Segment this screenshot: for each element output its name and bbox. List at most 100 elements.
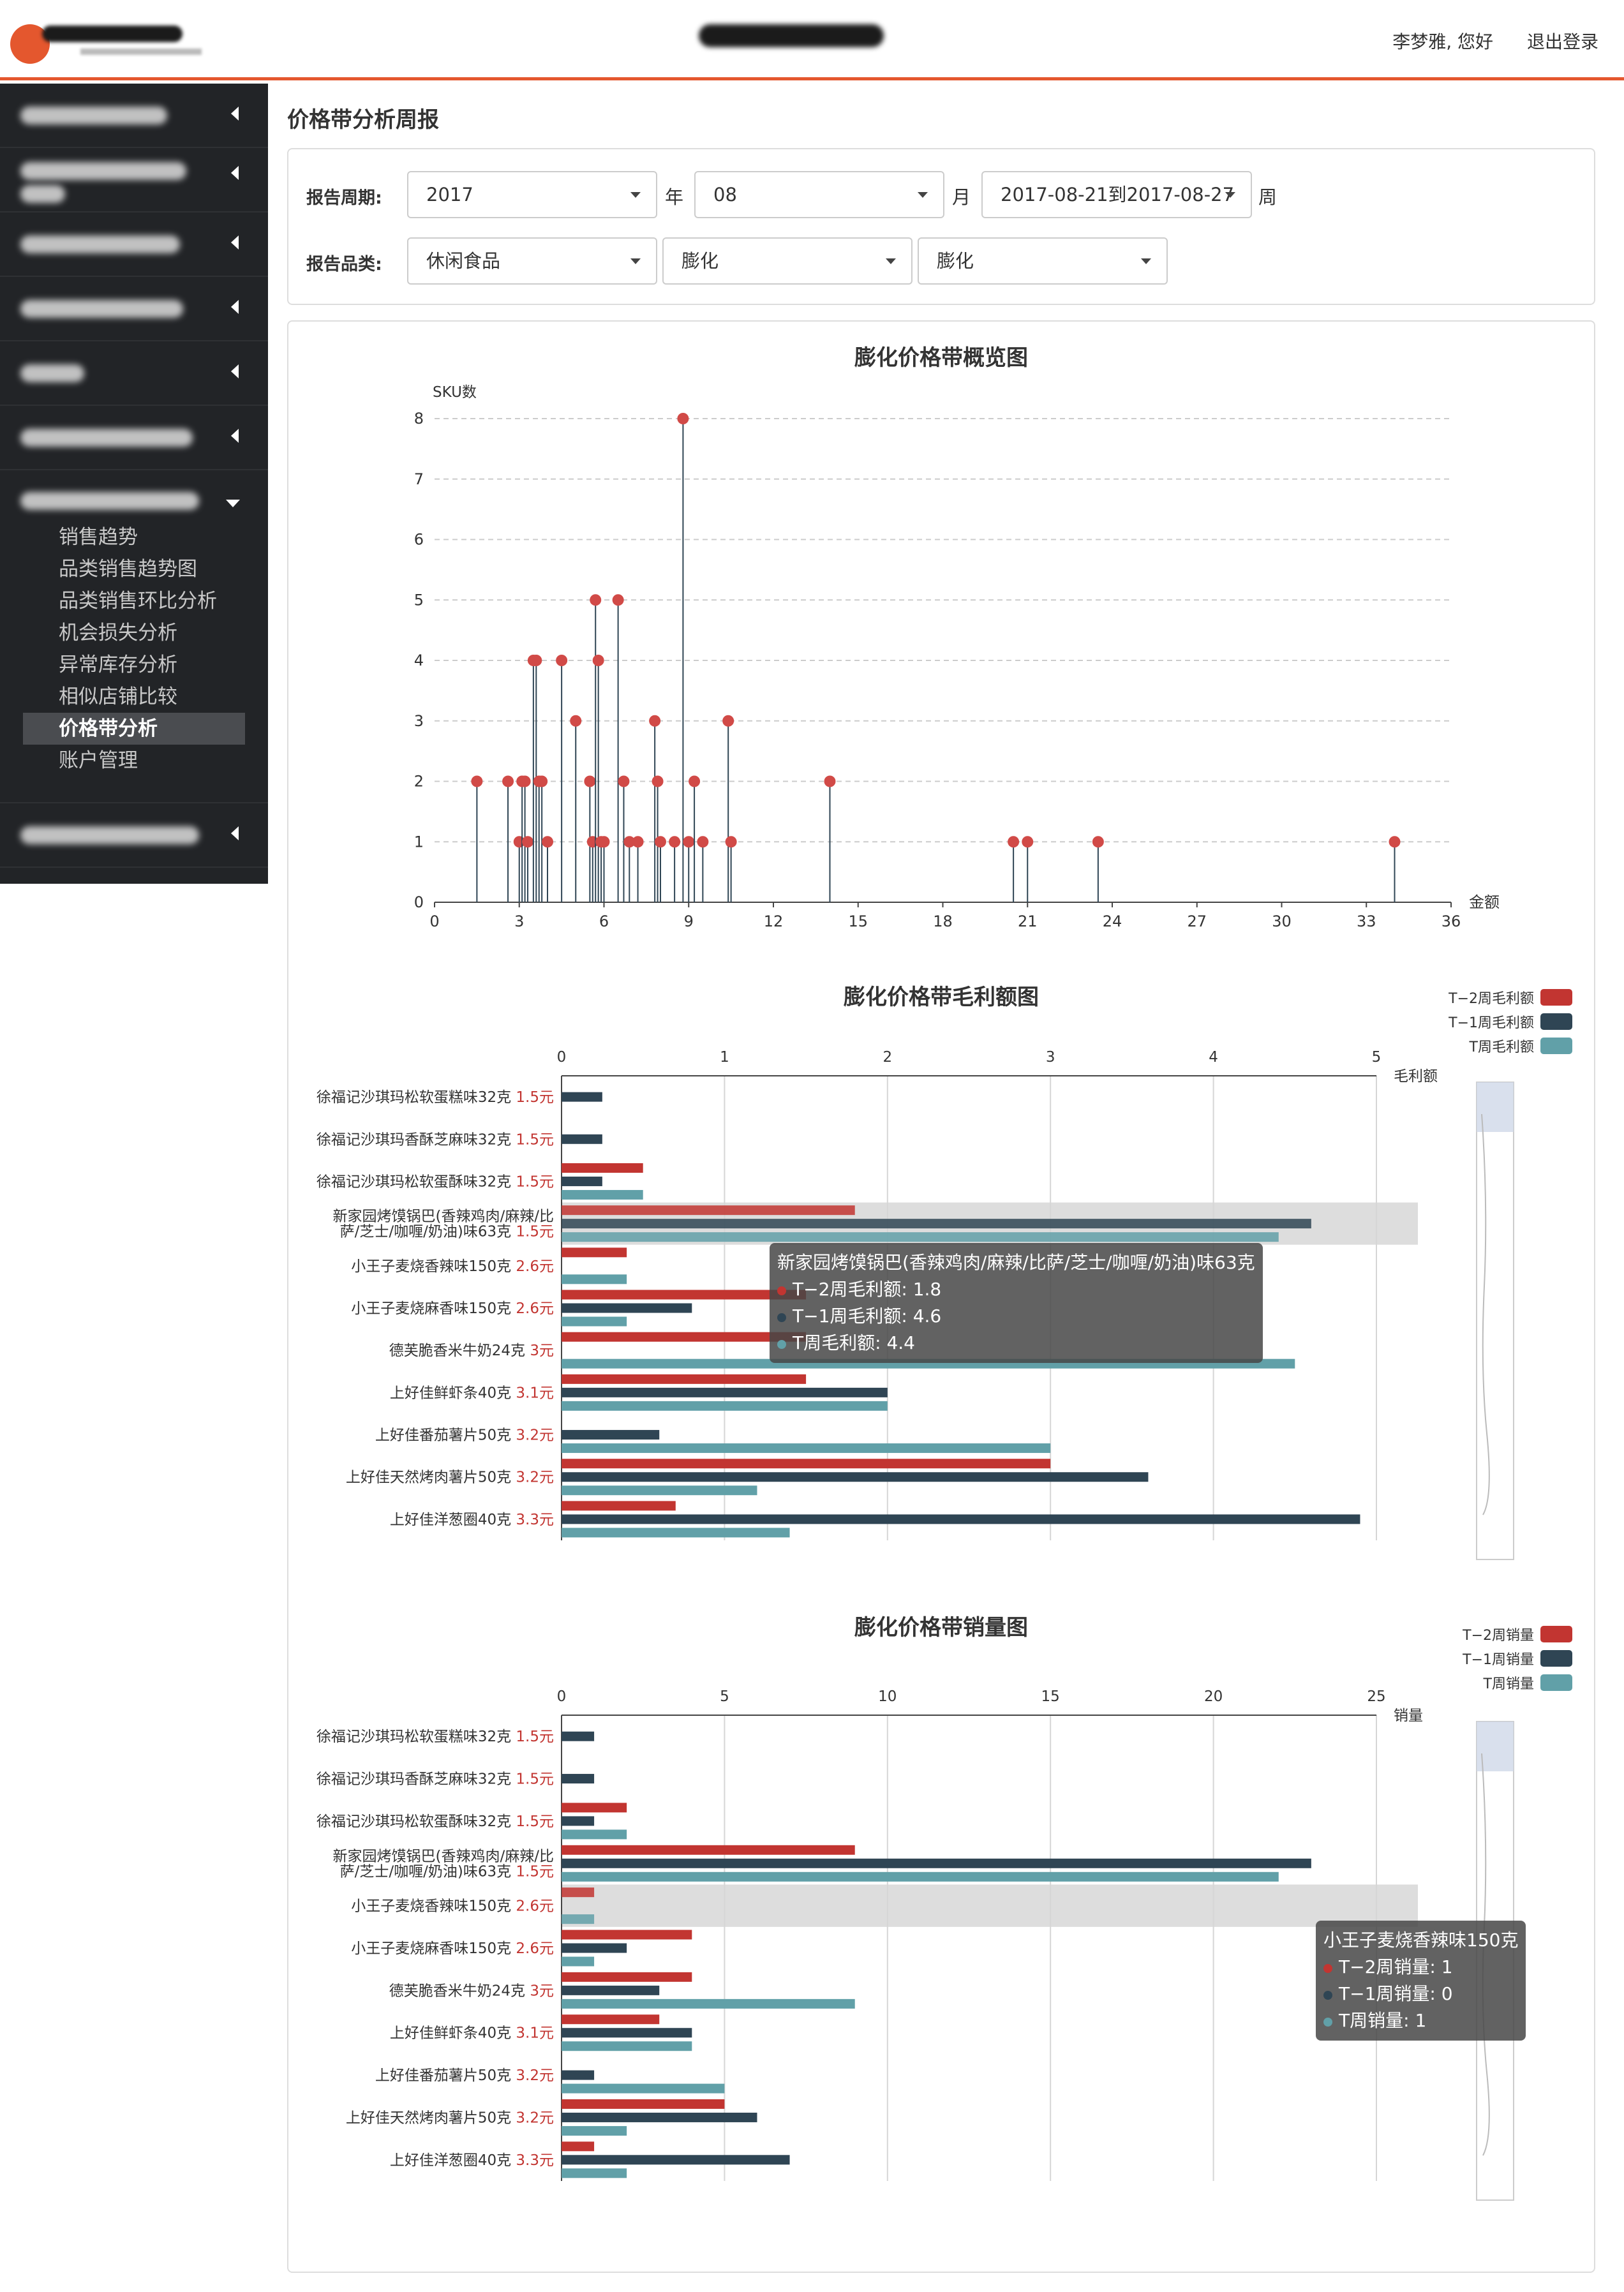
x-tick-label: 6 — [599, 912, 609, 930]
bar — [562, 2099, 725, 2109]
sidebar-menu-8[interactable] — [0, 803, 268, 868]
redacted-label — [20, 492, 199, 510]
bar — [562, 1956, 595, 1967]
sidebar-menu-2[interactable] — [0, 148, 268, 212]
category-level2-select[interactable]: 膨化 — [662, 237, 913, 285]
row-highlight — [562, 1884, 1418, 1927]
week-select[interactable]: 2017-08-21到2017-08-27 — [981, 171, 1252, 218]
x-tick-label: 0 — [429, 912, 439, 930]
tooltip-row: T−2周毛利额: 1.8 — [777, 1276, 1255, 1303]
x-tick-label: 3 — [1046, 1049, 1055, 1066]
x-axis-label: 毛利额 — [1394, 1068, 1438, 1085]
submenu-account[interactable]: 账户管理 — [59, 749, 138, 772]
submenu-sales-trend[interactable]: 销售趋势 — [59, 526, 138, 549]
sidebar-menu-6[interactable] — [0, 406, 268, 470]
bar — [562, 1774, 595, 1784]
x-tick-label: 15 — [848, 912, 868, 930]
redacted-label — [20, 364, 84, 382]
redacted-label — [20, 185, 65, 203]
bar — [562, 1972, 692, 1982]
bar — [562, 1303, 692, 1313]
redacted-label — [20, 235, 180, 253]
sidebar-menu-4[interactable] — [0, 277, 268, 341]
legend-label: T−1周毛利额 — [1448, 1015, 1534, 1031]
bar — [562, 2112, 757, 2122]
category-label: 上好佳洋葱圈40克 3.3元 — [390, 2152, 554, 2169]
tooltip-row: T−2周销量: 1 — [1323, 1954, 1518, 1981]
data-point — [824, 775, 836, 787]
tooltip-row: T周毛利额: 4.4 — [777, 1330, 1255, 1357]
year-select[interactable]: 2017 — [407, 171, 657, 218]
chevron-down-icon — [630, 192, 641, 198]
data-point — [669, 836, 681, 848]
month-unit: 月 — [952, 186, 971, 208]
chevron-down-icon — [918, 192, 928, 198]
x-tick-label: 5 — [720, 1688, 729, 1705]
y-tick-label: 3 — [414, 712, 424, 730]
bar — [562, 1274, 627, 1284]
bar — [562, 1134, 602, 1144]
category-level3-value: 膨化 — [937, 250, 974, 272]
bar — [562, 2168, 627, 2178]
tooltip-value: T周毛利额: 4.4 — [793, 1332, 915, 1353]
period-label: 报告周期: — [306, 188, 382, 208]
chevron-down-icon — [630, 258, 641, 264]
bar — [562, 1985, 660, 1995]
tooltip-value: T−2周销量: 1 — [1339, 1956, 1453, 1977]
sales-tooltip: 小王子麦烧香辣味150克 T−2周销量: 1 T−1周销量: 0 T周销量: 1 — [1316, 1921, 1526, 2041]
bar — [562, 1290, 807, 1300]
x-tick-label: 36 — [1441, 912, 1461, 930]
x-tick-label: 20 — [1204, 1688, 1223, 1705]
series-dot-icon — [1323, 1964, 1332, 1973]
bar — [562, 1401, 888, 1411]
bar — [562, 2014, 660, 2025]
bar — [562, 1232, 1279, 1242]
brand-logo[interactable] — [10, 19, 202, 64]
redacted-label — [20, 300, 183, 318]
bar — [562, 1528, 790, 1538]
redacted-label — [20, 826, 199, 844]
submenu-category-mom[interactable]: 品类销售环比分析 — [59, 590, 217, 613]
sidebar-menu-3[interactable] — [0, 212, 268, 277]
sidebar-menu-7[interactable] — [0, 470, 268, 521]
legend-label: T−2周毛利额 — [1448, 991, 1534, 1007]
bar — [562, 1816, 595, 1826]
bar — [562, 2155, 790, 2165]
sidebar-menu-1[interactable] — [0, 84, 268, 148]
category-level3-select[interactable]: 膨化 — [918, 237, 1168, 285]
data-point — [530, 655, 542, 666]
category-label: 上好佳番茄薯片50克 3.2元 — [375, 2067, 554, 2084]
gross-margin-chart: 膨化价格带毛利额图 T−2周毛利额 T−1周毛利额 T周毛利额 0 1 2 3 4 5 毛利额徐福记… — [317, 985, 1572, 1560]
submenu-abnormal-inventory[interactable]: 异常库存分析 — [59, 653, 177, 676]
data-point — [584, 775, 596, 787]
series-dot-icon — [777, 1286, 786, 1295]
caret-down-icon — [226, 500, 240, 507]
month-select[interactable]: 08 — [694, 171, 944, 218]
bar — [562, 1443, 1051, 1454]
system-title-redacted — [699, 24, 884, 47]
category-label: 徐福记沙琪玛松软蛋酥味32克 1.5元 — [317, 1173, 554, 1190]
sidebar-menu-7-expanded: 销售趋势 品类销售趋势图 品类销售环比分析 机会损失分析 异常库存分析 相似店铺… — [0, 470, 268, 803]
filter-panel: 报告周期: 2017 年 08 月 2017-08-21到2017-08-27 … — [287, 148, 1595, 305]
caret-left-icon — [231, 166, 239, 180]
data-point — [536, 775, 548, 787]
category-level1-select[interactable]: 休闲食品 — [407, 237, 657, 285]
submenu-opportunity-loss[interactable]: 机会损失分析 — [59, 621, 177, 644]
submenu-similar-store[interactable]: 相似店铺比较 — [59, 685, 177, 708]
redacted-label — [20, 107, 167, 124]
category-label: 萨/芝士/咖喱/奶油)味63克 1.5元 — [340, 1224, 554, 1240]
y-axis-label: SKU数 — [433, 384, 477, 401]
category-label: 上好佳洋葱圈40克 3.3元 — [390, 1512, 554, 1528]
tooltip-row: T−1周销量: 0 — [1323, 1981, 1518, 2007]
y-tick-label: 8 — [414, 410, 424, 428]
sidebar-menu-5[interactable] — [0, 341, 268, 406]
submenu-category-trend[interactable]: 品类销售趋势图 — [59, 558, 197, 581]
submenu-price-band[interactable]: 价格带分析 — [23, 713, 245, 745]
caret-left-icon — [231, 235, 239, 249]
margin-tooltip: 新家园烤馍锅巴(香辣鸡肉/麻辣/比萨/芝士/咖喱/奶油)味63克 T−2周毛利额:… — [770, 1243, 1263, 1363]
logout-link[interactable]: 退出登录 — [1526, 31, 1598, 52]
category-label: 新家园烤馍锅巴(香辣鸡肉/麻辣/比 — [333, 1209, 554, 1225]
caret-left-icon — [231, 107, 239, 121]
redacted-label — [20, 429, 193, 447]
